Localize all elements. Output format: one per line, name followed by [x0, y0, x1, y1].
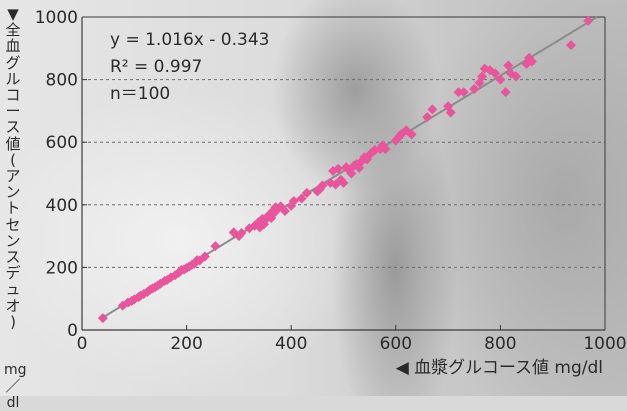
y-title-char: ル: [5, 69, 21, 88]
data-point: [199, 251, 210, 262]
data-point: [296, 193, 307, 204]
annotation-2: n＝100: [110, 84, 170, 104]
y-title-char: ／: [5, 377, 21, 396]
data-point: [333, 163, 344, 174]
y-title-char: グ: [5, 53, 21, 72]
data-point: [380, 144, 391, 155]
data-point: [566, 40, 577, 51]
data-point: [422, 112, 433, 123]
data-point: [317, 180, 328, 191]
y-title-char: ス: [5, 118, 21, 137]
data-point: [490, 68, 501, 79]
y-title-char: (: [10, 150, 16, 169]
y-title-char: ン: [5, 183, 21, 202]
data-point: [346, 168, 357, 179]
y-title-char: デ: [5, 264, 21, 283]
y-title-char: ト: [5, 199, 21, 218]
y-title-char: ス: [5, 248, 21, 267]
data-point: [445, 107, 456, 118]
x-axis-title: ◀ 血漿グルコース値 mg/dl: [396, 358, 603, 378]
y-title-char: 値: [5, 134, 21, 153]
data-point: [210, 241, 221, 252]
y-title-char: ア: [5, 167, 21, 186]
y-title-char: セ: [5, 215, 21, 234]
gridlines: [82, 79, 605, 268]
data-point: [453, 87, 464, 98]
y-title-char: ): [10, 312, 16, 331]
data-point: [469, 83, 480, 94]
y-title-char: ー: [5, 102, 21, 121]
data-point: [500, 87, 511, 98]
y-axis-title: ▼ 全血グルコース値(アントセンスデュオ) mg ／ dl: [4, 5, 27, 411]
data-point: [503, 60, 514, 71]
data-point: [583, 15, 594, 26]
annotations: y = 1.016x - 0.343 R² = 0.997 n＝100: [110, 30, 269, 104]
y-tick-label-200: 200: [46, 258, 78, 278]
data-points: [97, 15, 594, 324]
x-tick-label-0: 0: [77, 334, 88, 354]
y-title-char: 血: [5, 37, 21, 56]
y-title-char: ュ: [5, 280, 21, 299]
y-tick-label-1000: 1000: [35, 8, 78, 28]
data-point: [427, 104, 438, 115]
data-point: [495, 74, 506, 85]
y-title-char: dl: [6, 394, 20, 411]
y-tick-label-600: 600: [46, 133, 78, 153]
scatter-chart: 0 200 400 600 800 1000 0 200 400 600 800 1000 y = 1…: [35, 8, 627, 378]
data-point: [338, 177, 349, 188]
data-point: [301, 187, 312, 198]
data-point: [97, 313, 108, 324]
y-title-char: コ: [5, 86, 21, 105]
x-tick-label-800: 800: [484, 334, 516, 354]
x-tick-label-200: 200: [170, 334, 202, 354]
data-point: [288, 196, 299, 207]
y-title-char: mg: [4, 362, 27, 379]
annotation-1: R² = 0.997: [110, 57, 202, 77]
data-point: [511, 71, 522, 82]
data-point: [406, 129, 417, 140]
y-tick-label-400: 400: [46, 196, 78, 216]
y-title-char: 全: [5, 21, 21, 40]
x-tick-label-600: 600: [380, 334, 412, 354]
y-title-char: [4, 330, 22, 346]
y-title-char: オ: [5, 296, 21, 315]
y-title-char: ▼: [7, 5, 19, 23]
tick-labels: 0 200 400 600 800 1000 0 200 400 600 800 1000: [35, 8, 627, 354]
y-tick-label-800: 800: [46, 71, 78, 91]
data-point: [236, 227, 247, 238]
x-tick-label-400: 400: [275, 334, 307, 354]
data-point: [458, 87, 469, 98]
y-title-char: ン: [5, 231, 21, 250]
data-point: [526, 56, 537, 67]
x-tick-label-1000: 1000: [583, 334, 626, 354]
annotation-0: y = 1.016x - 0.343: [110, 30, 269, 50]
data-point: [279, 206, 290, 217]
axes: [81, 16, 606, 331]
data-point: [477, 71, 488, 82]
y-tick-label-0: 0: [67, 321, 78, 341]
